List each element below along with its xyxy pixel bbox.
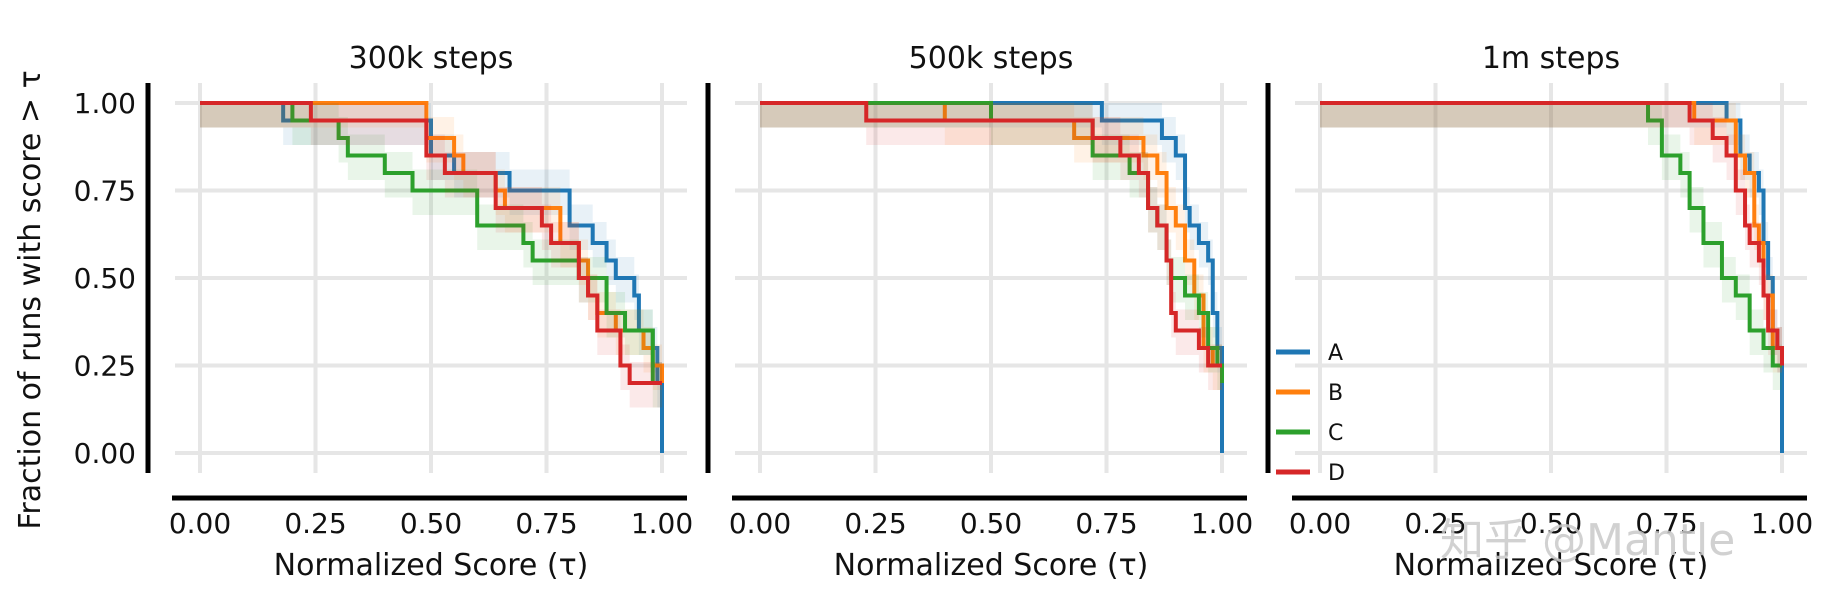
x-axis-label: Normalized Score (τ)	[1394, 548, 1709, 583]
x-tick-label: 1.00	[1751, 507, 1813, 540]
x-tick-label: 0.00	[1289, 507, 1351, 540]
x-tick-label: 0.75	[1075, 507, 1137, 540]
series-line-c	[200, 101, 662, 385]
series-line-d	[760, 101, 1222, 368]
ci-band-b	[200, 103, 662, 408]
y-tick-label: 0.75	[74, 175, 136, 208]
x-tick-label: 0.50	[960, 507, 1022, 540]
panel-2: 0.00 0.25 0.50 0.75 1.00 500k steps Normalized…	[705, 41, 1253, 583]
x-tick-label: 0.25	[284, 507, 346, 540]
panels: 0.00 0.25 0.50 0.75 1.00 0.00 0.25 0.50 0.75 1.00…	[74, 41, 1814, 583]
y-axis-label: Fraction of runs with score > τ	[13, 70, 48, 529]
legend-label-a: A	[1328, 341, 1343, 366]
x-tick-label: 1.00	[631, 507, 693, 540]
ci-band-c	[200, 103, 662, 408]
series-line-a	[760, 101, 1224, 453]
legend-label-c: C	[1328, 421, 1343, 446]
x-tick-label: 0.50	[400, 507, 462, 540]
x-tick-label: 0.25	[844, 507, 906, 540]
ci-band-c	[1320, 103, 1782, 390]
series-line-c	[1320, 101, 1782, 368]
y-tick-label: 0.25	[74, 350, 136, 383]
panel-1: 0.00 0.25 0.50 0.75 1.00 0.00 0.25 0.50 0.75 1.00…	[74, 41, 694, 583]
panel-3: 0.00 0.25 0.50 0.75 1.00 1m steps Normalized S…	[1265, 41, 1813, 583]
x-tick-label: 0.00	[169, 507, 231, 540]
x-tick-label: 0.75	[1635, 507, 1697, 540]
watermark: 知乎 @Mantle	[1440, 515, 1735, 566]
series-line-d	[1320, 101, 1784, 366]
x-tick-label: 0.25	[1404, 507, 1466, 540]
series-line-d	[200, 101, 662, 385]
panel-title: 300k steps	[349, 41, 514, 76]
x-tick-label: 0.00	[729, 507, 791, 540]
y-tick-label: 0.00	[74, 437, 136, 470]
legend-label-b: B	[1328, 381, 1343, 406]
x-tick-label: 0.75	[515, 507, 577, 540]
y-tick-label: 1.00	[74, 87, 136, 120]
panel-title: 1m steps	[1482, 41, 1620, 76]
x-axis-label: Normalized Score (τ)	[834, 548, 1149, 583]
x-tick-label: 0.50	[1520, 507, 1582, 540]
y-tick-label: 0.50	[74, 262, 136, 295]
x-axis-label: Normalized Score (τ)	[274, 548, 589, 583]
x-tick-label: 1.00	[1191, 507, 1253, 540]
ci-band-c	[760, 103, 1222, 408]
panel-title: 500k steps	[909, 41, 1074, 76]
legend-label-d: D	[1328, 461, 1345, 486]
ci-band-d	[200, 103, 662, 408]
